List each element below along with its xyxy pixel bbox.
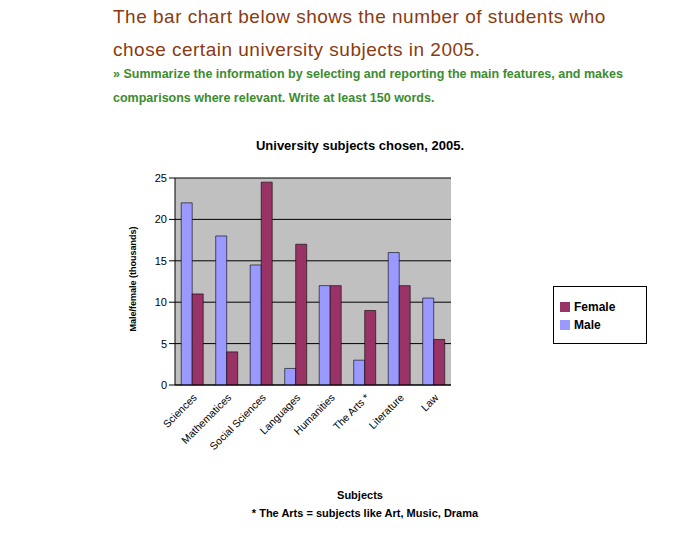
- svg-text:25: 25: [155, 172, 167, 184]
- html-text:University subjects chosen, 20: University subjects chosen, 2005.: [255, 138, 464, 153]
- html-text:Female: Female: [574, 300, 616, 314]
- svg-text:Social Sciences: Social Sciences: [207, 391, 268, 452]
- svg-text:20: 20: [155, 213, 167, 225]
- html-text:Male: Male: [574, 318, 601, 332]
- svg-text:5: 5: [161, 338, 167, 350]
- svg-text:Literature: Literature: [366, 391, 406, 431]
- svg-text:Humanities: Humanities: [291, 391, 337, 437]
- svg-text:15: 15: [155, 255, 167, 267]
- html-text:* The Arts = subjects like Art: * The Arts = subjects like Art, Music, D…: [251, 507, 479, 519]
- svg-text:Languages: Languages: [257, 391, 303, 437]
- html-text:Subjects: Subjects: [337, 489, 383, 501]
- html-text:» Summarize the information by: » Summarize the information by selecting…: [113, 67, 623, 105]
- svg-text:Mathematices: Mathematices: [178, 391, 234, 446]
- svg-text:10: 10: [155, 296, 167, 308]
- html-text:The bar chart below shows the: The bar chart below shows the number of …: [113, 6, 606, 60]
- svg-text:The Arts *: The Arts *: [330, 391, 371, 432]
- svg-text:Sciences: Sciences: [160, 391, 199, 430]
- svg-text:0: 0: [161, 379, 167, 391]
- svg-text:Law: Law: [418, 391, 440, 413]
- html-text:Male/female (thousands): Male/female (thousands): [128, 226, 138, 332]
